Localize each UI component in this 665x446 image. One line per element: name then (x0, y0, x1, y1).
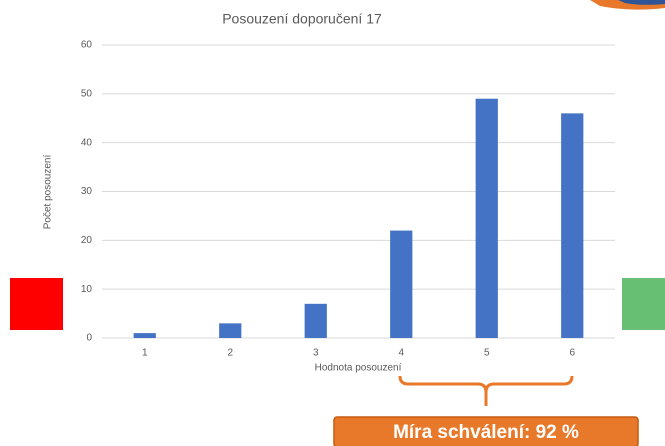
bar (304, 303, 327, 338)
bar (475, 98, 498, 338)
x-tick-label: 3 (313, 348, 319, 359)
x-axis-label: Hodnota posouzení (315, 363, 402, 374)
x-tick-label: 2 (227, 348, 233, 359)
x-tick-label: 5 (484, 348, 490, 359)
x-tick-label: 6 (569, 348, 575, 359)
annotation-box (333, 416, 639, 446)
x-tick-label: 4 (398, 348, 404, 359)
green-square (622, 278, 665, 330)
bar (390, 230, 413, 338)
y-axis-label: Počet posouzení (43, 155, 54, 230)
y-tick-label: 10 (81, 284, 93, 295)
corner-decoration (618, 0, 665, 5)
red-square (10, 278, 63, 330)
y-tick-label: 30 (81, 186, 93, 197)
bar (133, 333, 156, 338)
y-tick-label: 60 (81, 40, 93, 51)
annotation: Míra schválení: 92 % (393, 422, 579, 443)
x-tick-label: 1 (142, 348, 148, 359)
chart-title: Posouzení doporučení 17 (222, 11, 382, 27)
bar (219, 323, 242, 338)
y-tick-label: 20 (81, 235, 93, 246)
y-tick-label: 0 (86, 333, 92, 344)
y-tick-label: 40 (81, 137, 93, 148)
bracket (398, 375, 574, 393)
y-tick-label: 50 (81, 88, 93, 99)
bar (561, 113, 584, 338)
